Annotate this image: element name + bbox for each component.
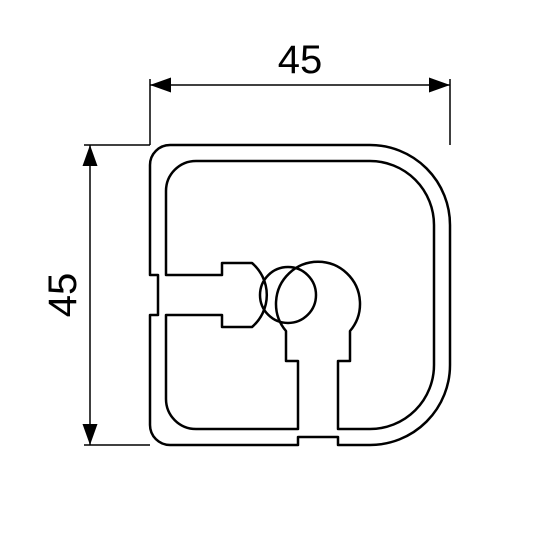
dim-label-width: 45 [278,38,323,82]
technical-drawing: 45 45 [0,0,550,550]
dim-label-height: 45 [41,273,85,318]
